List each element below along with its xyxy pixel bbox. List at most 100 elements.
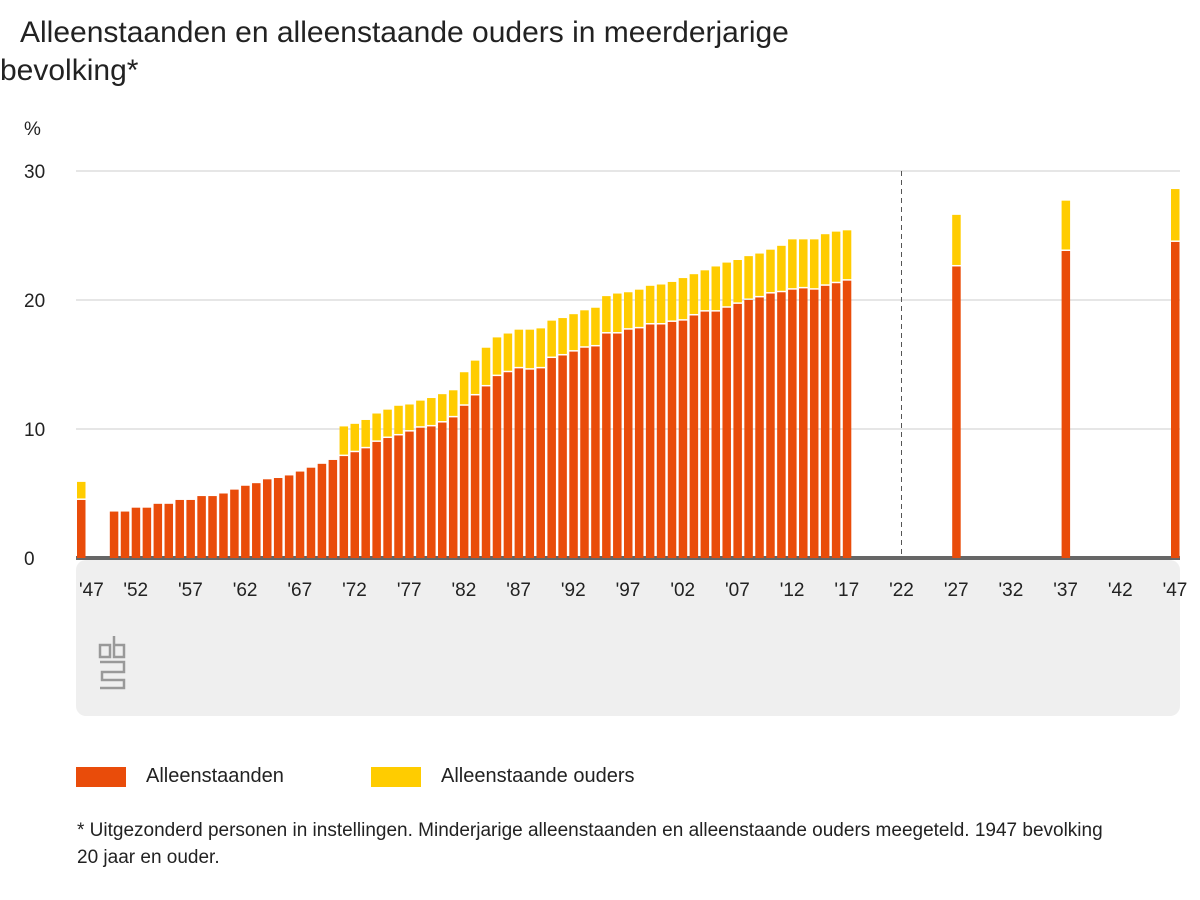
bar-alleenstaande-ouders [481,347,491,385]
bar-alleenstaande-ouders [580,310,589,347]
legend-item-alleenstaanden: Alleenstaanden [76,765,284,788]
bar-alleenstaanden [755,297,764,558]
x-tick-label: '87 [506,580,531,601]
bar-alleenstaanden [284,475,294,558]
legend-label: Alleenstaande ouders [441,765,635,787]
bar-alleenstaanden [1061,250,1071,559]
bar-alleenstaande-ouders [383,409,392,437]
bar-alleenstaande-ouders [438,394,447,422]
bar-alleenstaanden [416,427,425,558]
bar-alleenstaanden [153,503,163,558]
x-tick-label: '37 [1053,580,1078,601]
bar-alleenstaande-ouders [689,274,699,314]
bar-alleenstaanden [831,283,841,558]
bar-alleenstaanden [197,496,206,558]
bar-alleenstaande-ouders [558,318,567,354]
x-tick-label: '17 [834,580,859,601]
bar-alleenstaanden [558,355,567,558]
x-tick-label: '27 [944,580,969,601]
bar-alleenstaanden [77,499,86,558]
bar-alleenstaande-ouders [492,337,502,375]
bar-alleenstaande-ouders [394,405,403,434]
bar-alleenstaanden [339,456,349,558]
bar-alleenstaande-ouders [361,419,370,447]
x-tick-label: '77 [397,580,422,601]
legend-swatch [76,766,126,787]
bar-alleenstaanden [142,507,152,558]
bar-alleenstaande-ouders [634,289,644,327]
bar-alleenstaande-ouders [700,270,710,311]
bar-alleenstaanden [164,503,174,558]
bar-alleenstaanden [536,368,545,558]
x-tick-label: '47 [79,580,104,601]
bar-alleenstaande-ouders [372,413,381,441]
bar-alleenstaande-ouders [569,314,578,351]
x-tick-label: '62 [233,580,258,601]
bar-alleenstaande-ouders [405,404,414,431]
bar-alleenstaanden [186,499,195,558]
bar-alleenstaande-ouders [602,296,611,333]
bar-alleenstaande-ouders [1171,189,1180,241]
bar-alleenstaanden [361,448,370,558]
bar-alleenstaanden [952,266,961,558]
x-tick-label: '82 [452,580,477,601]
bar-alleenstaande-ouders [503,333,513,371]
bar-alleenstaanden [241,485,250,558]
bar-alleenstaande-ouders [1061,200,1071,250]
cbs-logo-icon [98,636,126,690]
x-tick-label: '72 [342,580,367,601]
bar-alleenstaanden [448,417,458,558]
bar-alleenstaanden [624,329,633,558]
bar-alleenstaande-ouders [624,292,633,329]
x-tick-label: '47 [1163,580,1188,601]
bar-alleenstaanden [788,289,797,558]
bar-alleenstaande-ouders [711,266,721,311]
bar-alleenstaanden [656,324,666,558]
bar-alleenstaanden [109,511,119,558]
bar-alleenstaanden [317,463,327,558]
bar-alleenstaanden [547,358,556,558]
bar-alleenstaande-ouders [525,329,535,369]
bar-alleenstaande-ouders [766,249,775,293]
bar-alleenstaande-ouders [799,239,808,287]
bar-alleenstaande-ouders [842,230,852,280]
x-tick-label: '67 [287,580,312,601]
x-tick-label: '32 [999,580,1024,601]
bar-alleenstaanden [514,368,524,558]
y-axis-label: % [24,119,41,140]
x-tick-label: '42 [1108,580,1133,601]
chart-title: Alleenstaanden en alleenstaande ouders i… [0,16,789,87]
bar-alleenstaanden [1171,241,1180,558]
bar-alleenstaanden [842,280,852,558]
bar-alleenstaande-ouders [459,372,469,405]
bar-alleenstaanden [580,347,589,558]
legend-item-alleenstaande-ouders: Alleenstaande ouders [371,765,634,788]
bar-alleenstaande-ouders [744,256,753,299]
bar-alleenstaanden [744,300,753,558]
bar-alleenstaanden [503,372,513,558]
bar-alleenstaanden [131,507,141,558]
bar-alleenstaanden [120,511,130,558]
bar-alleenstaande-ouders [755,253,764,296]
bar-alleenstaanden [645,324,655,558]
bar-alleenstaanden [372,441,381,558]
bar-alleenstaanden [175,499,184,558]
bar-alleenstaande-ouders [470,360,480,394]
bar-alleenstaanden [492,376,502,558]
bar-alleenstaanden [678,320,688,558]
footnote: * Uitgezonderd personen in instellingen.… [77,820,1103,868]
x-tick-label: '52 [123,580,148,601]
bar-alleenstaanden [262,479,272,558]
bar-alleenstaande-ouders [514,329,524,367]
y-tick-label: 30 [24,162,45,183]
bar-alleenstaande-ouders [952,214,961,265]
bar-alleenstaanden [481,386,491,558]
bar-alleenstaanden [295,471,305,558]
x-tick-label: '02 [670,580,695,601]
y-tick-label: 10 [24,420,45,441]
bar-alleenstaanden [230,489,239,558]
bar-alleenstaande-ouders [809,239,819,289]
legend-label: Alleenstaanden [146,765,284,787]
bar-alleenstaande-ouders [678,278,688,320]
